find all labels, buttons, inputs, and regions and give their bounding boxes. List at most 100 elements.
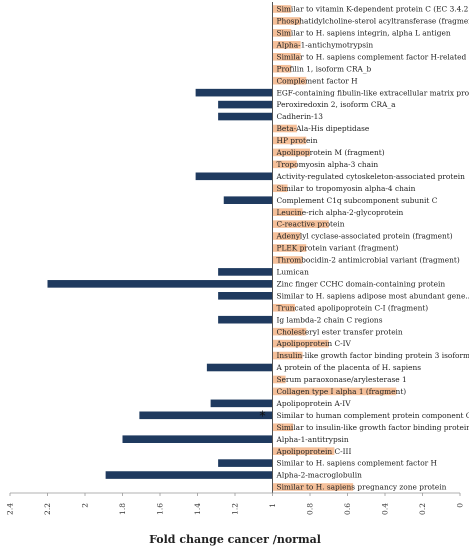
significance-marker: * xyxy=(259,409,266,424)
bar-20 xyxy=(272,232,301,240)
x-tick-label-5: 1.6 xyxy=(156,503,165,515)
category-labels-layer: Similar to vitamin K-dependent protein C… xyxy=(276,5,469,492)
category-label-29: Apolipoprotein C-IV xyxy=(276,339,352,348)
bar-34 xyxy=(210,399,273,408)
bar-3 xyxy=(272,29,292,37)
bar-24 xyxy=(47,280,273,288)
x-tick-label-4: 1.8 xyxy=(118,503,127,515)
x-tick-label-7: 1.2 xyxy=(231,503,240,515)
category-label-30: Insulin-like growth factor binding prote… xyxy=(277,351,469,360)
bar-4 xyxy=(272,41,301,49)
category-label-21: PLEK protein variant (fragment) xyxy=(277,244,399,253)
bar-9 xyxy=(218,100,273,109)
category-label-39: Similar to H. sapiens complement factor … xyxy=(277,459,438,468)
category-label-7: Complement factor H xyxy=(277,76,359,85)
category-label-28: Cholesteryl ester transfer protein xyxy=(277,327,403,336)
x-axis-title: Fold change cancer /normal xyxy=(149,533,321,546)
bar-17 xyxy=(223,196,273,204)
bar-14 xyxy=(272,160,297,169)
x-tick-label-10: 0.6 xyxy=(343,503,352,515)
category-label-12: HP protein xyxy=(277,136,318,145)
bar-22 xyxy=(272,256,303,264)
bar-39 xyxy=(218,459,273,467)
category-label-1: Similar to vitamin K-dependent protein C… xyxy=(277,5,469,14)
x-tick-label-1: 2.4 xyxy=(6,503,15,515)
category-label-6: Profilin 1, isoform CRA_b xyxy=(277,64,372,73)
category-label-31: A protein of the placenta of H. sapiens xyxy=(276,363,422,372)
x-tick-label-13: 0 xyxy=(456,503,465,508)
category-label-4: Alpha-1-antichymotrypsin xyxy=(276,40,374,49)
x-tick-label-3: 2 xyxy=(81,503,90,508)
bars-layer xyxy=(47,5,397,491)
bar-16 xyxy=(272,184,288,193)
category-label-26: Truncated apolipoprotein C-I (fragment) xyxy=(277,303,429,312)
category-label-40: Alpha-2-macroglobulin xyxy=(276,471,363,480)
bar-32 xyxy=(272,375,286,384)
bar-31 xyxy=(206,363,273,372)
category-label-20: Adenylyl cyclase-associated protein (fra… xyxy=(276,232,453,241)
category-label-25: Similar to H. sapiens adipose most abund… xyxy=(277,291,469,300)
bar-13 xyxy=(272,148,310,157)
x-tick-label-9: 0.8 xyxy=(306,503,315,515)
category-label-19: C-reactive protein xyxy=(277,220,345,229)
x-tick-label-6: 1.4 xyxy=(193,503,202,515)
category-label-38: Apolipoprotein C-III xyxy=(276,447,352,456)
bar-27 xyxy=(218,315,273,324)
bar-26 xyxy=(272,303,295,312)
x-tick-label-2: 2.2 xyxy=(43,503,52,515)
category-label-37: Alpha-1-antitrypsin xyxy=(276,435,349,444)
bar-2 xyxy=(272,17,301,25)
bar-11 xyxy=(272,124,297,133)
category-label-10: Cadherin-13 xyxy=(277,112,324,121)
x-tick-label-11: 0.4 xyxy=(381,503,390,515)
bar-1 xyxy=(272,5,292,13)
bar-28 xyxy=(272,327,307,336)
category-label-32: Serum paraoxonase/arylesterase 1 xyxy=(277,375,407,384)
bar-35 xyxy=(139,411,273,420)
bar-18 xyxy=(272,208,303,216)
x-axis-ticks-layer: 2.4 2.2 2 1.8 1.6 1.4 1.2 1 0.8 0.6 0.4 0.2 0 xyxy=(6,493,465,515)
category-label-2: Phosphatidylcholine-sterol acyltransfera… xyxy=(277,17,469,26)
category-label-36: Similar to insulin-like growth factor bi… xyxy=(277,423,469,432)
category-label-33: Collagen type I alpha 1 (fragment) xyxy=(277,387,407,396)
category-label-23: Lumican xyxy=(277,268,310,277)
category-label-22: Thrombocidin-2 antimicrobial variant (fr… xyxy=(277,256,460,265)
category-label-15: Activity-regulated cytoskeleton-associat… xyxy=(276,172,466,181)
category-label-34: Apolipoprotein A-IV xyxy=(276,399,352,408)
category-label-24: Zinc finger CCHC domain-containing prote… xyxy=(277,279,446,288)
category-label-27: Ig lambda-2 chain C regions xyxy=(277,315,383,324)
category-label-41: Similar to H. sapiens pregnancy zone pro… xyxy=(277,483,447,492)
bar-5 xyxy=(272,53,301,61)
bar-7 xyxy=(272,76,307,85)
bar-19 xyxy=(272,220,329,228)
category-label-18: Leucine-rich alpha-2-glycoprotein xyxy=(277,208,404,217)
bar-38 xyxy=(272,447,335,455)
bar-30 xyxy=(272,351,303,360)
category-label-16: Similar to tropomyosin alpha-4 chain xyxy=(277,184,416,193)
bar-25 xyxy=(218,292,273,300)
bar-36 xyxy=(272,423,294,432)
category-label-9: Peroxiredoxin 2, isoform CRA_a xyxy=(277,100,397,109)
category-label-3: Similar to H. sapiens integrin, alpha L … xyxy=(277,29,451,38)
bar-37 xyxy=(122,435,273,443)
bar-6 xyxy=(272,64,292,73)
bar-8 xyxy=(195,88,273,97)
category-label-5: Similar to H. sapiens complement factor … xyxy=(277,52,469,61)
x-tick-label-8: 1 xyxy=(268,503,277,508)
bar-29 xyxy=(272,339,329,348)
category-label-35: Similar to human complement protein comp… xyxy=(277,411,469,420)
category-label-13: Apolipoprotein M (fragment) xyxy=(276,148,385,157)
x-tick-label-12: 0.2 xyxy=(418,503,427,515)
bar-41 xyxy=(272,483,354,491)
bar-23 xyxy=(218,268,273,276)
category-label-17: Complement C1q subcomponent subunit C xyxy=(277,196,438,205)
category-label-11: Beta-Ala-His dipeptidase xyxy=(277,124,370,133)
bar-40 xyxy=(105,471,273,479)
bar-33 xyxy=(272,387,397,396)
category-label-8: EGF-containing fibulin-like extracellula… xyxy=(277,88,469,97)
bar-10 xyxy=(218,112,273,121)
bar-12 xyxy=(272,136,307,145)
bar-21 xyxy=(272,244,307,252)
category-label-14: Tropomyosin alpha-3 chain xyxy=(277,160,379,169)
